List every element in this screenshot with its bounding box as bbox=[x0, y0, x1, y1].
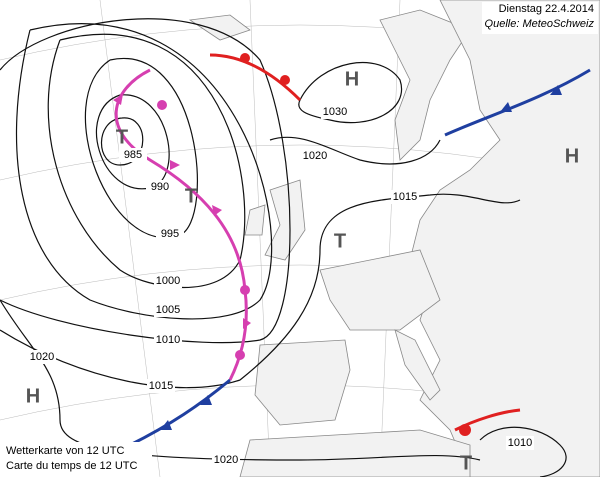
land bbox=[188, 0, 600, 477]
isobar-label-bg bbox=[147, 379, 175, 393]
isobar-label-bg bbox=[28, 350, 56, 364]
isobar-label: 1015 bbox=[393, 191, 417, 203]
map-title: Dienstag 22.4.2014 bbox=[499, 3, 594, 15]
pressure-center: T bbox=[116, 126, 128, 148]
isobar-label-bg bbox=[154, 274, 182, 288]
isobar-label-bg bbox=[154, 333, 182, 347]
isobar-label: 1010 bbox=[508, 437, 532, 449]
pressure-center: H bbox=[345, 68, 359, 90]
isobar-label-bg bbox=[156, 227, 184, 241]
footer-fr: Carte du temps de 12 UTC bbox=[6, 460, 138, 472]
isobar-label-bg bbox=[391, 190, 419, 204]
isobar-label: 990 bbox=[151, 181, 169, 193]
isobar-label-bg bbox=[301, 149, 329, 163]
map-source: Quelle: MeteoSchweiz bbox=[485, 18, 595, 30]
isobar-label: 1010 bbox=[156, 334, 180, 346]
isobar-label-bg bbox=[506, 436, 534, 450]
isobar-label: 995 bbox=[161, 228, 179, 240]
pressure-center: T bbox=[185, 185, 197, 207]
isobar-label-bg bbox=[154, 303, 182, 317]
isobar-label-bg bbox=[119, 148, 147, 162]
isobar-label: 1030 bbox=[323, 106, 347, 118]
isobar-label: 985 bbox=[124, 149, 142, 161]
footer-de: Wetterkarte von 12 UTC bbox=[6, 445, 124, 457]
isobar-label: 1020 bbox=[214, 454, 238, 466]
pressure-center: T bbox=[334, 230, 346, 252]
pressure-center: T bbox=[460, 452, 472, 474]
pressure-center: H bbox=[26, 385, 40, 407]
isobar-label: 1015 bbox=[149, 380, 173, 392]
isobar-label: 1020 bbox=[30, 351, 54, 363]
footer-box bbox=[2, 442, 152, 474]
isobar-label-bg bbox=[146, 180, 174, 194]
isobar-label: 1020 bbox=[303, 150, 327, 162]
isobar-label: 1005 bbox=[156, 304, 180, 316]
isobar-label-bg bbox=[321, 105, 349, 119]
isobar-label: 1000 bbox=[156, 275, 180, 287]
header-box bbox=[482, 2, 598, 34]
isobar-label-bg bbox=[212, 453, 240, 467]
fronts bbox=[113, 53, 591, 447]
pressure-center: H bbox=[565, 145, 579, 167]
